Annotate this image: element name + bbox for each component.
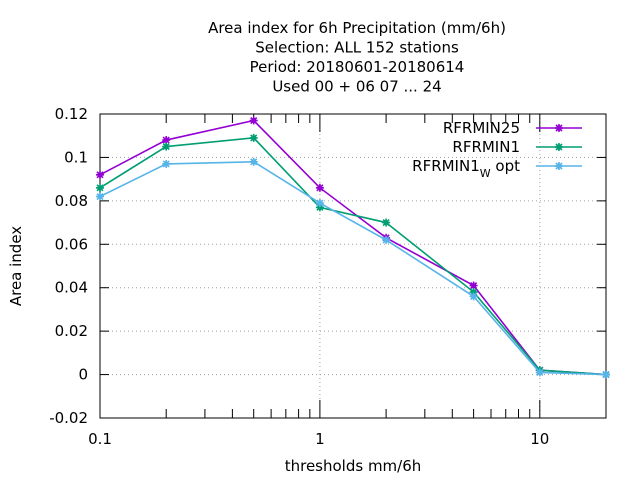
data-point (249, 116, 258, 125)
data-point (469, 292, 478, 301)
data-point (535, 368, 544, 377)
data-point (249, 157, 258, 166)
legend-marker (555, 124, 563, 132)
legend-label: RFRMIN1 (452, 138, 520, 156)
y-tick-label: 0.02 (55, 322, 88, 340)
data-point (162, 159, 171, 168)
y-tick-label: 0.08 (55, 192, 88, 210)
y-tick-label: 0.12 (55, 105, 88, 123)
chart-title-line: Selection: ALL 152 stations (255, 39, 459, 57)
data-point (96, 192, 104, 201)
y-tick-label: 0.06 (55, 235, 88, 253)
x-tick-label: 0.1 (88, 430, 112, 448)
data-point (602, 370, 610, 379)
data-point (382, 235, 391, 244)
data-point (315, 199, 324, 208)
chart-title-line: Used 00 + 06 07 ... 24 (272, 78, 441, 96)
axis-ticks: -0.02 0 0.02 0.04 0.06 0.08 0.1 0.12 0.1 1 10 (49, 105, 607, 448)
x-axis-label: thresholds mm/6h (285, 457, 422, 475)
data-series (96, 116, 610, 379)
y-tick-label: 0.04 (55, 279, 88, 297)
chart-title-line: Area index for 6h Precipitation (mm/6h) (208, 19, 506, 37)
chart-title-line: Period: 20180601-20180614 (250, 58, 465, 76)
plot-frame (99, 113, 607, 419)
chart-title: Area index for 6h Precipitation (mm/6h) S… (208, 19, 506, 96)
legend-marker (555, 143, 563, 151)
y-axis-label: Area index (7, 226, 25, 306)
data-point (315, 183, 324, 192)
y-tick-label: -0.02 (49, 409, 88, 427)
data-point (96, 183, 104, 192)
series-line (99, 119, 607, 376)
x-tick-label: 10 (530, 430, 549, 448)
series-line (99, 137, 607, 376)
data-point (382, 218, 391, 227)
grid-lines (100, 114, 606, 418)
data-point (249, 133, 258, 142)
data-point (469, 281, 478, 290)
data-point (96, 170, 104, 179)
legend-label: RFRMIN25 (443, 119, 520, 137)
legend-label: RFRMIN1W opt (412, 157, 520, 180)
y-tick-label: 0.1 (64, 148, 88, 166)
data-point (162, 142, 171, 151)
series-line (99, 160, 607, 376)
y-tick-label: 0 (78, 366, 88, 384)
legend-marker (555, 162, 563, 170)
x-tick-label: 1 (315, 430, 325, 448)
